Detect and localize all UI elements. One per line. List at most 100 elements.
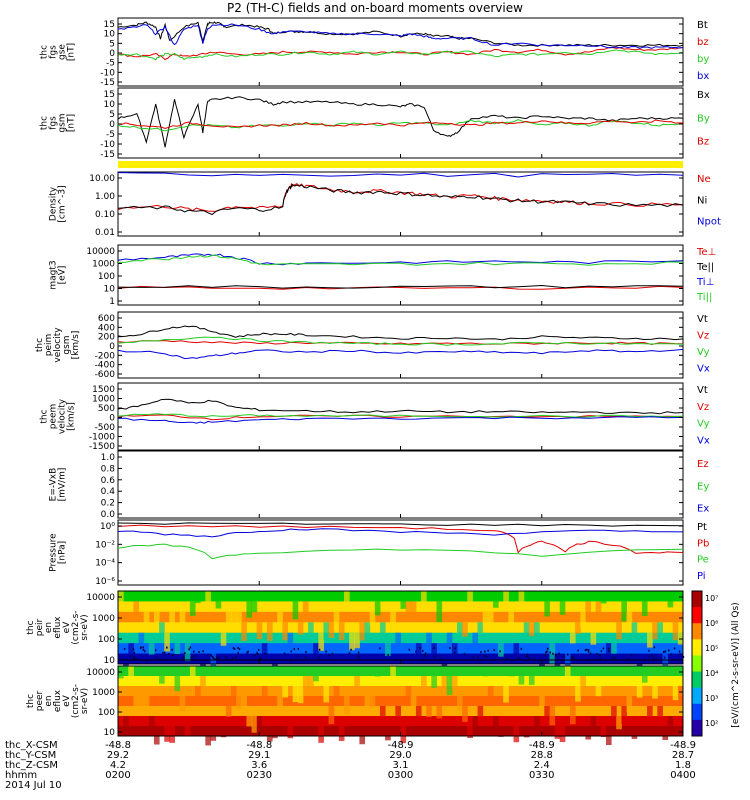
y-axis-label: magt3 [49,260,59,289]
spectrum-cell [297,686,304,704]
spectrum-cell [174,643,181,655]
spectrum-cell [282,686,288,698]
spectrum-noise [318,648,321,651]
spectrum-cell [241,696,247,710]
legend-Ti||: Ti|| [696,292,712,303]
y-tick-label: 10 [104,285,116,295]
spectrum-noise [563,655,566,658]
x-row-value: 29.0 [389,750,411,761]
x-row-value: -48.8 [246,740,272,751]
spectrum-noise [566,653,569,656]
series-line-Pb [117,524,684,554]
y-axis-label: Pressure [49,533,59,572]
spectrum-noise [121,658,124,661]
spectrum-noise [189,646,192,649]
legend-by: by [697,54,709,65]
spectrum-noise [424,655,427,658]
spectrum-noise [631,654,633,657]
series-line-Te⊥ [117,285,684,290]
x-row-value: 29.1 [248,750,270,761]
spectrum-noise [526,653,529,656]
spectrum-cell [159,666,165,684]
y-tick-label: 10⁻⁴ [95,559,115,569]
colorbar-segment [692,719,702,737]
spectrum-cell [559,601,566,615]
y-tick-label: 1000 [92,395,115,405]
spectrum-cell [421,676,427,692]
spectrum-band [118,622,683,634]
colorbar-tick: 10⁷ [705,594,718,603]
spectrum-noise [663,651,665,654]
y-tick-label: 1000 [92,614,115,624]
series-line-Vz [117,340,684,346]
spectrum-cell [231,686,237,700]
spectrum-noise [651,654,654,657]
legend-Pb: Pb [697,538,709,549]
spectrum-cell [436,601,443,623]
spectrum-noise [589,652,592,655]
spectrum-noise [648,655,651,658]
spectrum-cell [600,726,607,738]
spectrum-cell [318,632,324,651]
legend-Bx: Bx [697,90,710,101]
status-bar [118,161,683,168]
series-line-Npot [117,172,684,178]
spectrum-cell [359,726,366,745]
y-tick-label: 10 [104,100,116,110]
series-line-Pe [117,543,684,560]
spectrum-cell [528,622,535,637]
y-tick-label: -5 [106,59,115,69]
spectrum-noise [520,647,523,650]
spectrum-noise [572,657,575,660]
spectrum-cell [246,716,253,727]
spectrum-cell [277,611,283,627]
y-tick-label: 10⁰ [100,522,115,532]
y-tick-label: 10000 [86,593,115,603]
spectrum-noise [484,650,486,653]
spectrum-noise [487,649,489,652]
spectrum-cell [518,591,525,605]
spectrum-noise [679,653,682,656]
x-row-value: 29.2 [107,750,129,761]
spectrum-band [118,696,683,707]
spectrum-cell [225,706,232,717]
spectrum-cell [498,726,504,737]
spectrum-cell [308,676,314,694]
spectrum-noise [493,649,496,652]
spectrum-noise [247,650,250,653]
spectrum-cell [508,666,514,677]
y-tick-label: 10000 [86,247,115,257]
y-axis-label: en [44,622,54,633]
spectrum-noise [518,656,520,659]
spectrum-noise [599,654,601,657]
legend-Ex: Ex [697,504,709,515]
colorbar-tick: 10⁶ [705,619,718,628]
y-axis-label: thc [40,45,50,59]
spectrum-cell [148,643,155,655]
y-axis-label: eflux [53,689,63,712]
y-axis-label: [km/s] [71,331,81,360]
series-line-bx [117,23,684,49]
spectrum-noise [528,656,530,659]
y-tick-label: -1500 [89,442,115,452]
spectrum-cell [256,622,263,640]
spectrum-cell [657,706,663,718]
y-axis-label: peer [35,690,45,711]
spectrum-noise [166,646,168,649]
spectrum-cell [575,622,581,634]
spectrum-cell [513,643,520,661]
legend-Bt: Bt [697,20,708,31]
spectrum-band [118,611,683,623]
spectrum-cell [534,622,540,639]
panel-pressure: Pt Pb Pe Pi 10⁰ 10⁻² 10⁻⁴ 10⁻⁶ Pressure [nPa] [49,519,709,587]
spectrum-noise [544,654,546,657]
colorbar-segment [692,703,702,721]
x-row-value: -48.9 [388,740,414,751]
spectrum-cell [672,686,679,701]
spectrum-cell [333,611,340,630]
y-axis-label: velocity [58,398,68,434]
spectrum-cell [400,591,407,609]
spectrum-noise [449,647,451,650]
